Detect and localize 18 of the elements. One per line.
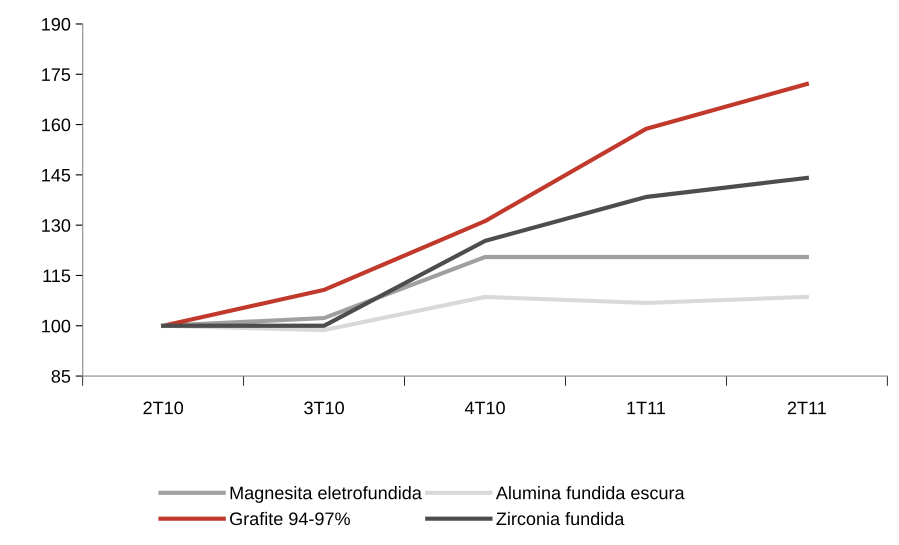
y-tick-label: 145 bbox=[42, 168, 70, 182]
legend-label: Zirconia fundida bbox=[496, 512, 624, 526]
y-tick-label: 175 bbox=[42, 68, 70, 81]
y-tick-label: 100 bbox=[42, 320, 70, 332]
line-series bbox=[161, 176, 809, 328]
y-tick-label: 190 bbox=[42, 18, 70, 31]
x-tick-label: 2T10 bbox=[144, 402, 184, 414]
x-tick-label: 1T11 bbox=[627, 402, 665, 414]
y-tick-label: 85 bbox=[52, 370, 70, 383]
y-tick-label: 160 bbox=[42, 118, 70, 132]
x-tick-label: 2T11 bbox=[788, 402, 826, 414]
legend-label: Magnesita eletrofundida bbox=[230, 486, 422, 503]
legend-label: Grafite 94-97% bbox=[230, 512, 350, 526]
y-tick-label: 115 bbox=[43, 270, 70, 282]
legend-label: Alumina fundida escura bbox=[496, 486, 685, 500]
y-tick-label: 130 bbox=[42, 219, 70, 232]
x-tick-label: 4T10 bbox=[464, 402, 505, 414]
x-tick-label: 3T10 bbox=[304, 402, 344, 414]
